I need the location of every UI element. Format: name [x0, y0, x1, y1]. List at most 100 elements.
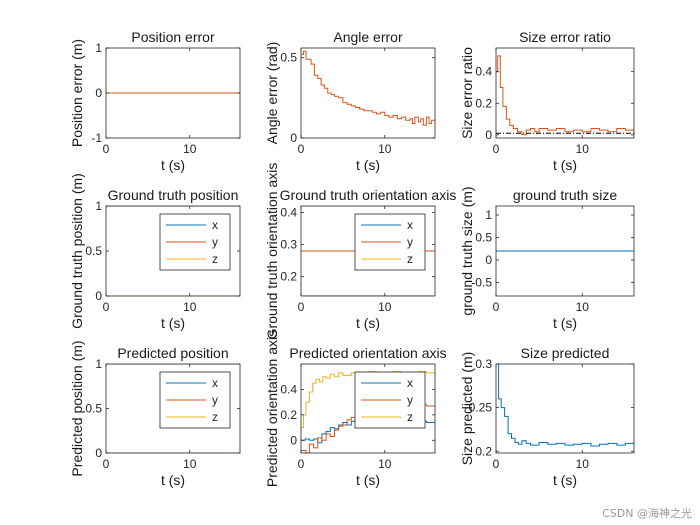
axes-frame — [495, 205, 635, 297]
x-tick-label: 10 — [576, 300, 590, 314]
axes-frame — [495, 47, 635, 139]
y-axis-label: Ground truth position (m) — [69, 173, 85, 329]
x-tick-label: 10 — [378, 300, 392, 314]
y-tick-label: 0.5 — [280, 51, 297, 65]
x-tick-label: 10 — [183, 300, 197, 314]
x-tick-label: 0 — [493, 142, 500, 156]
y-tick-label: 0.5 — [85, 244, 102, 258]
legend-label-x: x — [212, 218, 218, 232]
x-axis-label: t (s) — [161, 472, 185, 488]
subplot-pred-pos: 0 10 0 0.5 1 Predicted position t (s) Predicted… — [69, 340, 241, 488]
y-axis-label: Predicted orientation axis — [264, 330, 280, 487]
chart-title: Position error — [131, 29, 215, 45]
watermark: CSDN @海神之光 — [602, 507, 692, 520]
y-axis-label: ground truth size (m) — [459, 186, 475, 315]
y-tick-label: 0 — [485, 128, 492, 142]
legend-label-y: y — [407, 393, 413, 407]
x-axis-label: t (s) — [553, 315, 577, 331]
chart-title: ground truth size — [513, 187, 617, 203]
y-tick-label: 0.25 — [469, 401, 493, 415]
x-axis-label: t (s) — [553, 157, 577, 173]
series-line-size — [496, 364, 634, 447]
x-axis-label: t (s) — [161, 315, 185, 331]
y-tick-label: 0.5 — [475, 231, 492, 245]
y-tick-label: 1 — [95, 199, 102, 213]
y-tick-label: 0 — [95, 446, 102, 460]
subplot-size-pred: 0 10 0.2 0.25 0.3 Size predicted t (s) Size pre… — [459, 345, 635, 488]
x-tick-label: 10 — [378, 457, 392, 471]
y-tick-label: 0.3 — [475, 357, 492, 371]
y-tick-label: 0.4 — [280, 382, 297, 396]
x-axis-label: t (s) — [356, 472, 380, 488]
legend-label-z: z — [407, 410, 413, 424]
x-tick-label: 0 — [298, 300, 305, 314]
chart-title: Ground truth orientation axis — [280, 187, 457, 203]
chart-title: Predicted orientation axis — [289, 345, 446, 361]
y-tick-label: 0 — [485, 253, 492, 267]
y-tick-label: -1 — [91, 131, 102, 145]
y-tick-label: -0.5 — [471, 276, 492, 290]
y-axis-label: Position error (m) — [69, 39, 85, 147]
x-tick-label: 0 — [103, 300, 110, 314]
chart-title: Size error ratio — [519, 29, 611, 45]
x-tick-label: 10 — [576, 142, 590, 156]
axes-frame — [495, 363, 635, 454]
chart-title: Predicted position — [117, 345, 228, 361]
y-tick-label: 0.2 — [475, 96, 492, 110]
x-axis-label: t (s) — [356, 157, 380, 173]
chart-title: Size predicted — [521, 345, 610, 361]
legend-label-y: y — [212, 235, 218, 249]
x-tick-label: 10 — [576, 457, 590, 471]
series-line-error — [301, 50, 435, 126]
chart-title: Angle error — [333, 29, 403, 45]
x-tick-label: 10 — [378, 142, 392, 156]
legend-label-y: y — [407, 235, 413, 249]
y-tick-label: 0 — [95, 289, 102, 303]
axes-frame — [300, 205, 436, 297]
y-axis-label: Size error ratio — [459, 47, 475, 139]
y-axis-label: Angle error (rad) — [264, 42, 280, 145]
legend-label-x: x — [407, 376, 413, 390]
axes-frame — [300, 363, 436, 454]
subplot-ang-err: 0 10 0 0.5 Angle error t (s) Angle error (rad) — [264, 29, 436, 173]
x-tick-label: 0 — [298, 142, 305, 156]
y-tick-label: 0.2 — [280, 270, 297, 284]
y-tick-label: 1 — [485, 208, 492, 222]
y-tick-label: 0.3 — [280, 238, 297, 252]
x-tick-label: 0 — [493, 457, 500, 471]
x-tick-label: 10 — [183, 142, 197, 156]
legend-label-z: z — [212, 410, 218, 424]
chart-title: Ground truth position — [108, 187, 239, 203]
legend-label-y: y — [212, 393, 218, 407]
y-tick-label: 1 — [95, 41, 102, 55]
y-tick-label: 0.5 — [85, 402, 102, 416]
x-tick-label: 0 — [493, 300, 500, 314]
x-tick-label: 0 — [103, 457, 110, 471]
x-axis-label: t (s) — [356, 315, 380, 331]
y-tick-label: 0.2 — [475, 444, 492, 458]
y-tick-label: 0.4 — [280, 205, 297, 219]
x-tick-label: 10 — [183, 457, 197, 471]
y-axis-label: Ground truth orientation axis — [264, 163, 280, 340]
y-tick-label: 0 — [290, 433, 297, 447]
series-line-ratio — [496, 55, 634, 136]
y-axis-label: Size predicted (m) — [459, 352, 475, 466]
x-axis-label: t (s) — [161, 157, 185, 173]
y-tick-label: 1 — [95, 357, 102, 371]
y-tick-label: 0 — [95, 86, 102, 100]
x-tick-label: 0 — [298, 457, 305, 471]
legend-label-x: x — [407, 218, 413, 232]
y-tick-label: 0.2 — [280, 408, 297, 422]
y-tick-label: 0.4 — [475, 65, 492, 79]
subplot-gt-pos: 0 10 0 0.5 1 Ground truth position t (s) Ground… — [69, 173, 241, 331]
legend-label-z: z — [407, 252, 413, 266]
y-axis-label: Predicted position (m) — [69, 340, 85, 476]
axes-frame — [300, 47, 436, 139]
x-tick-label: 0 — [103, 142, 110, 156]
legend-label-x: x — [212, 376, 218, 390]
